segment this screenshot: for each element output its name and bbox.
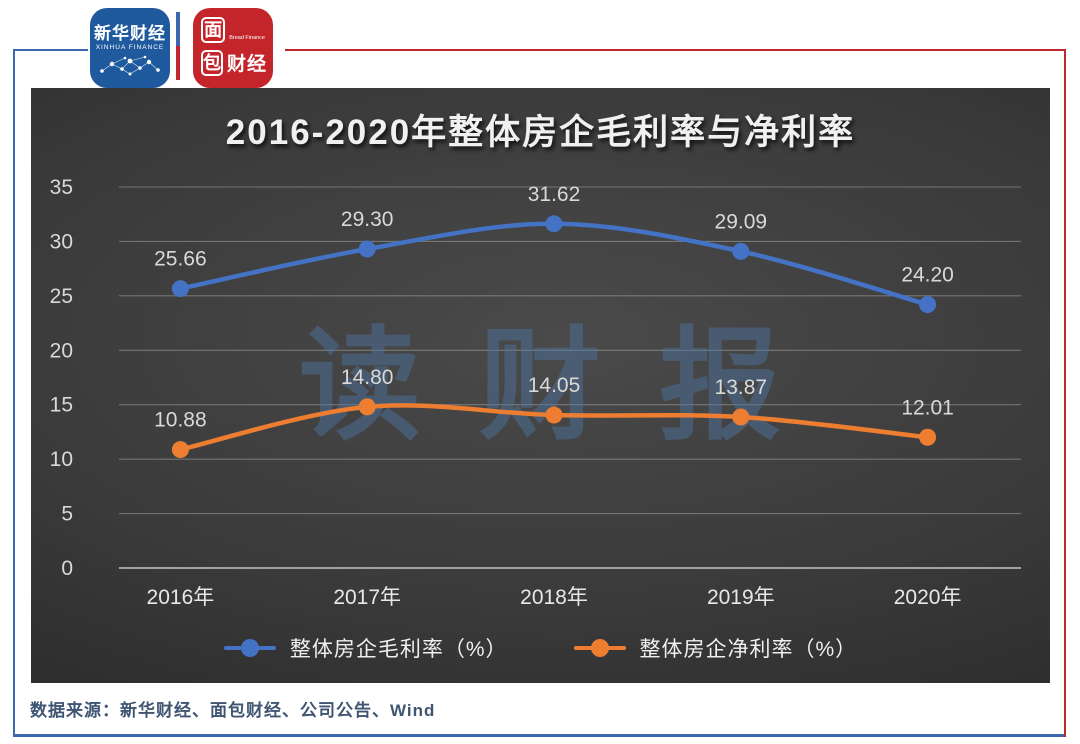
chart-area: 2016-2020年整体房企毛利率与净利率 0 5 10 15 20 25 30 35 2016… bbox=[31, 88, 1050, 683]
logo-divider bbox=[176, 12, 180, 80]
svg-text:2016年: 2016年 bbox=[147, 586, 215, 609]
logo-divider-red bbox=[176, 46, 180, 80]
svg-text:读财报: 读财报 bbox=[299, 318, 839, 454]
svg-text:13.87: 13.87 bbox=[715, 376, 768, 399]
svg-text:14.80: 14.80 bbox=[341, 366, 394, 389]
svg-text:29.09: 29.09 bbox=[715, 210, 768, 233]
svg-text:5: 5 bbox=[61, 503, 73, 526]
legend-item-gross-margin: 整体房企毛利率（%） bbox=[223, 633, 508, 663]
svg-text:2020年: 2020年 bbox=[894, 586, 962, 609]
svg-text:2018年: 2018年 bbox=[520, 586, 588, 609]
svg-text:12.01: 12.01 bbox=[901, 396, 954, 419]
bread-finance-logo: 面 Bread Finance 包 财经 bbox=[193, 8, 273, 88]
bread-logo-subtitle: Bread Finance bbox=[229, 35, 265, 41]
svg-text:15: 15 bbox=[50, 394, 73, 417]
data-source-note: 数据来源：新华财经、面包财经、公司公告、Wind bbox=[30, 701, 436, 720]
legend-marker-net-margin bbox=[573, 639, 626, 657]
legend: 整体房企毛利率（%） 整体房企净利率（%） bbox=[31, 626, 1050, 670]
legend-label-gross-margin: 整体房企毛利率（%） bbox=[289, 638, 508, 661]
svg-text:20: 20 bbox=[50, 339, 73, 362]
frame-border-right bbox=[1064, 49, 1066, 737]
svg-text:25: 25 bbox=[50, 285, 73, 308]
svg-text:31.62: 31.62 bbox=[528, 183, 581, 206]
legend-marker-gross-margin bbox=[223, 639, 276, 657]
svg-text:2019年: 2019年 bbox=[707, 586, 775, 609]
frame-border-left bbox=[13, 49, 15, 737]
xinhua-logo-title: 新华财经 bbox=[94, 24, 166, 43]
bread-logo-char-mian: 面 bbox=[201, 17, 226, 43]
svg-text:14.05: 14.05 bbox=[528, 374, 581, 397]
line-plot: 0 5 10 15 20 25 30 35 2016年 2017年 2018年 2019年 2020年 读… bbox=[50, 176, 1021, 609]
xinhua-logo-subtitle: XINHUA FINANCE bbox=[95, 44, 165, 51]
svg-text:2017年: 2017年 bbox=[333, 586, 401, 609]
frame-border-top-left bbox=[13, 49, 88, 51]
legend-item-net-margin: 整体房企净利率（%） bbox=[573, 633, 858, 663]
xinhua-finance-logo: 新华财经 XINHUA FINANCE bbox=[90, 8, 170, 88]
frame-border-bottom bbox=[13, 734, 1066, 737]
chart-title: 2016-2020年整体房企毛利率与净利率 bbox=[225, 113, 856, 152]
svg-text:24.20: 24.20 bbox=[901, 264, 954, 287]
svg-text:35: 35 bbox=[50, 176, 73, 199]
bread-logo-caijing: 财经 bbox=[227, 54, 268, 75]
svg-text:10.88: 10.88 bbox=[154, 409, 207, 432]
svg-text:30: 30 bbox=[50, 230, 73, 253]
frame-border-top-right bbox=[285, 49, 1066, 51]
svg-text:0: 0 bbox=[61, 557, 73, 580]
svg-text:10: 10 bbox=[50, 448, 73, 471]
legend-label-net-margin: 整体房企净利率（%） bbox=[639, 638, 858, 661]
svg-text:29.30: 29.30 bbox=[341, 208, 394, 231]
svg-text:25.66: 25.66 bbox=[154, 248, 207, 271]
logo-divider-blue bbox=[176, 12, 180, 46]
constellation-icon bbox=[100, 55, 160, 76]
bread-logo-char-bao: 包 bbox=[201, 50, 223, 76]
